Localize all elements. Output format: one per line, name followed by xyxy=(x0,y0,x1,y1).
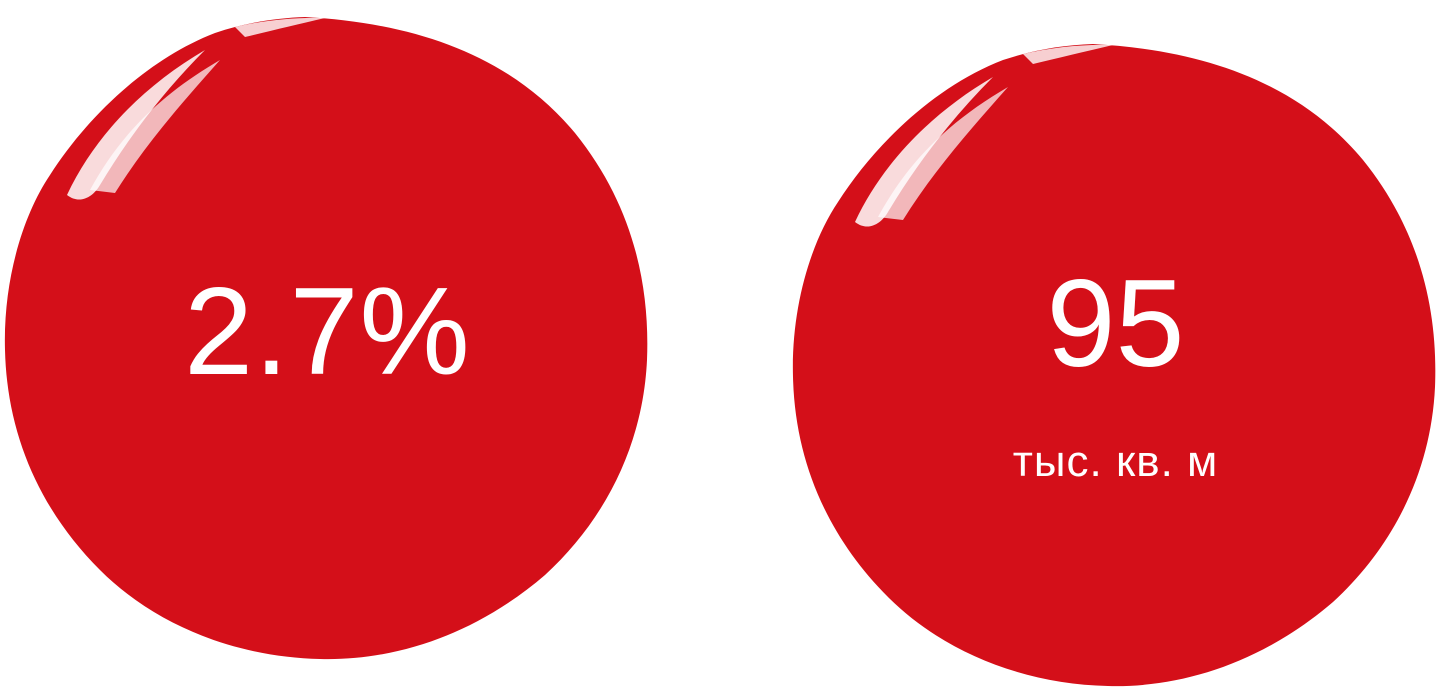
stat-value: 95 xyxy=(1046,255,1185,393)
stat-badge-area: 95 тыс. кв. м xyxy=(792,42,1438,687)
stat-unit: тыс. кв. м xyxy=(1012,437,1219,486)
red-brush-circle-icon xyxy=(792,44,1436,687)
red-brush-circle-icon xyxy=(4,17,648,660)
stat-badge-percent: 2.7% xyxy=(4,15,650,660)
stat-value: 2.7% xyxy=(184,263,471,401)
